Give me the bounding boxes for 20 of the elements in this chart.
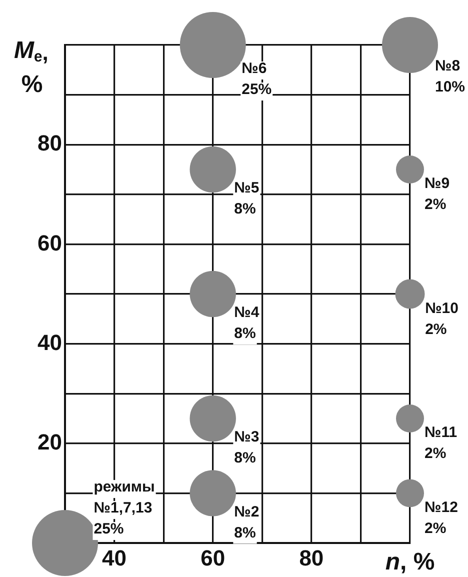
- x-tick-label: 80: [299, 545, 324, 570]
- x-axis-title: n, %: [385, 548, 435, 576]
- x-tick-label: 40: [102, 545, 127, 570]
- y-tick-label: 20: [38, 429, 62, 454]
- data-label: №5 8%: [234, 180, 260, 218]
- data-label: №4 8%: [234, 304, 260, 342]
- data-label: №2 8%: [234, 503, 260, 542]
- y-tick-label: 60: [38, 230, 62, 256]
- y-tick-label: 40: [38, 330, 62, 355]
- data-label: №6 25%: [242, 60, 272, 98]
- x-tick-label: 60: [200, 545, 226, 570]
- data-label: №11 2%: [424, 424, 458, 462]
- data-label: №12 2%: [424, 498, 458, 537]
- data-label: №8 10%: [435, 58, 466, 96]
- data-label: режимы №1,7,13 25%: [94, 478, 155, 538]
- data-label: №9 2%: [424, 175, 450, 214]
- data-label: №3 8%: [234, 428, 260, 467]
- y-tick-label: 80: [38, 130, 62, 156]
- data-label: №10 2%: [425, 300, 458, 338]
- y-axis-title: Mₑ, %: [14, 37, 48, 98]
